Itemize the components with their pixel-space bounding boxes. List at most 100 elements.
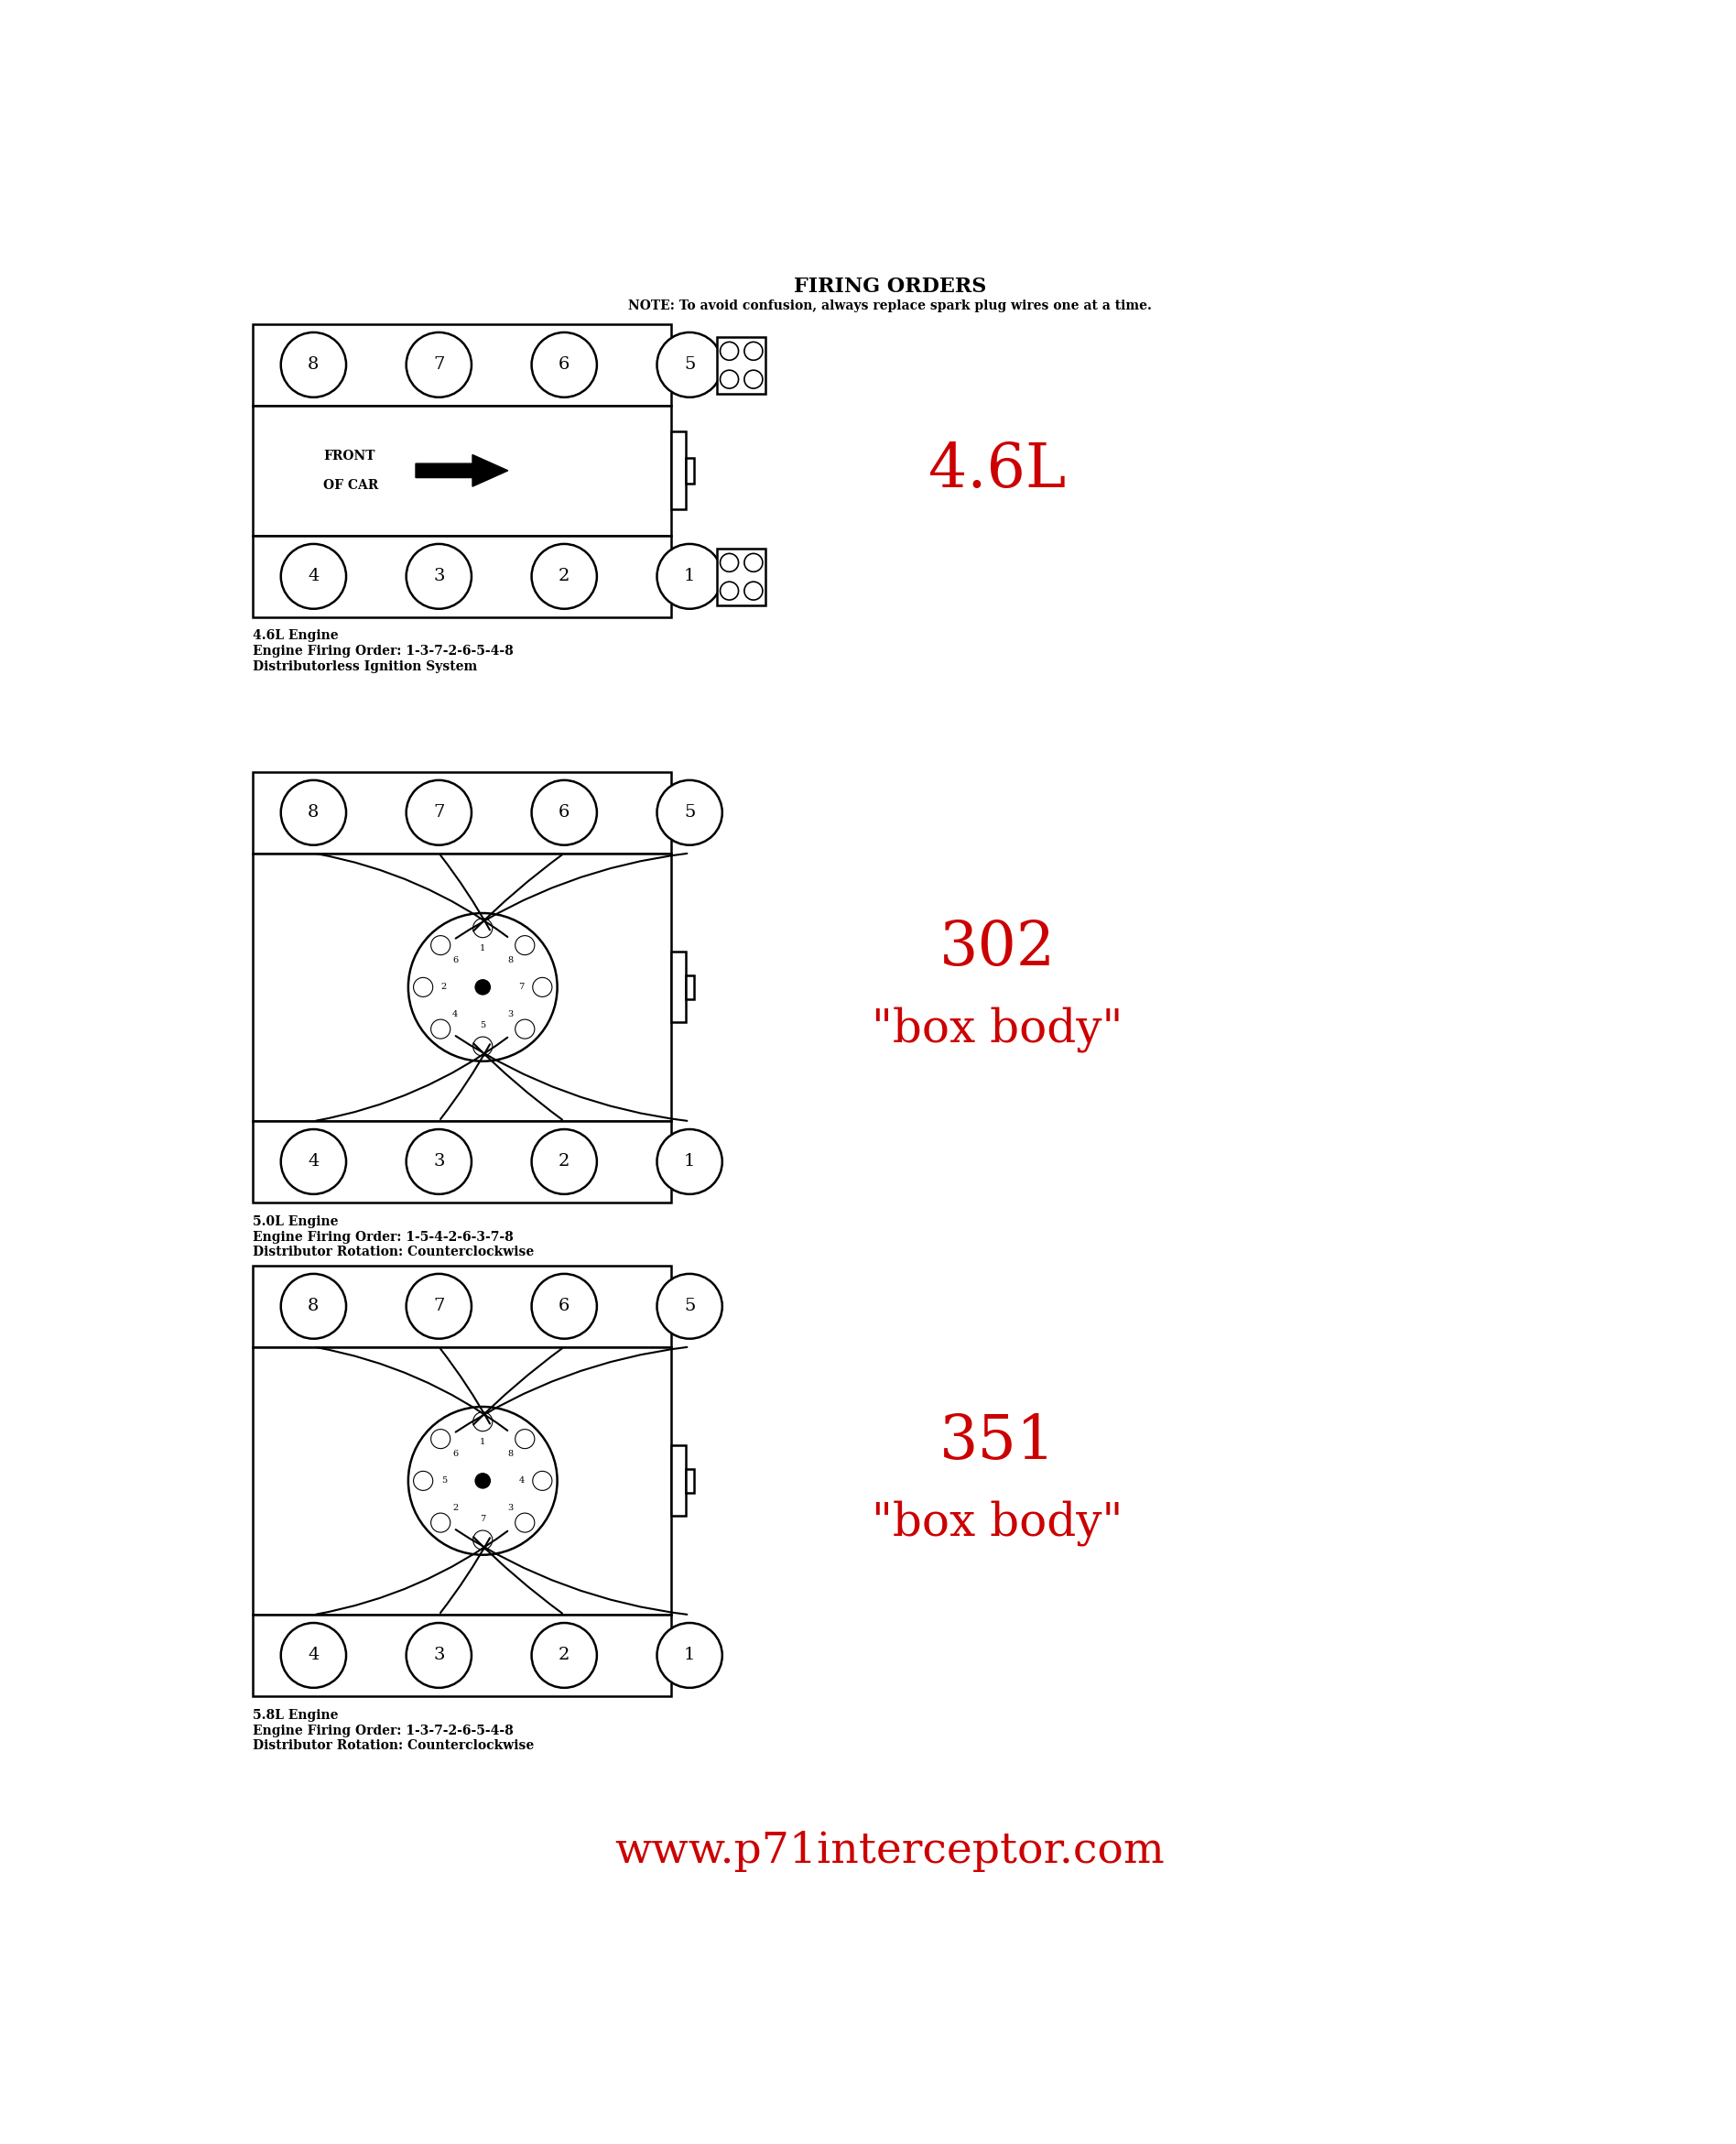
Bar [252, 324, 672, 405]
Text: 3: 3 [507, 1010, 514, 1018]
Text: 351: 351 [939, 1413, 1055, 1473]
Circle shape [745, 371, 762, 388]
Text: 1: 1 [479, 1439, 486, 1447]
Text: 2: 2 [559, 568, 569, 585]
Text: 5.0L Engine: 5.0L Engine [252, 1216, 339, 1229]
Text: 5: 5 [684, 1297, 694, 1314]
Circle shape [281, 332, 345, 397]
Circle shape [408, 1406, 557, 1554]
Circle shape [531, 1130, 597, 1194]
Bar [252, 1265, 672, 1346]
Bar [686, 457, 694, 485]
Circle shape [413, 978, 432, 997]
Text: 5.8L Engine: 5.8L Engine [252, 1709, 339, 1722]
Text: 8: 8 [507, 1449, 512, 1458]
Text: 4: 4 [307, 1153, 319, 1171]
Circle shape [720, 341, 738, 360]
Text: 6: 6 [559, 1297, 569, 1314]
Circle shape [656, 1274, 722, 1338]
Text: Engine Firing Order: 1-3-7-2-6-5-4-8: Engine Firing Order: 1-3-7-2-6-5-4-8 [252, 1724, 514, 1737]
Circle shape [516, 1018, 535, 1038]
Circle shape [533, 978, 552, 997]
Circle shape [472, 1038, 493, 1057]
Bar [252, 1346, 672, 1614]
Circle shape [472, 918, 493, 937]
Text: 4: 4 [519, 1477, 524, 1486]
Text: 3: 3 [434, 1153, 444, 1171]
Text: 7: 7 [434, 1297, 444, 1314]
Text: 2: 2 [453, 1503, 458, 1512]
Text: Distributorless Ignition System: Distributorless Ignition System [252, 660, 477, 673]
FancyArrow shape [415, 455, 509, 487]
Text: 7: 7 [479, 1516, 486, 1524]
Circle shape [531, 332, 597, 397]
Circle shape [281, 1623, 345, 1687]
Bar [672, 1445, 686, 1516]
Circle shape [406, 780, 472, 845]
Text: www.p71interceptor.com: www.p71interceptor.com [615, 1831, 1165, 1872]
Text: 5: 5 [441, 1477, 446, 1486]
Bar [686, 976, 694, 999]
Circle shape [531, 545, 597, 609]
Text: 7: 7 [434, 356, 444, 373]
Text: 1: 1 [479, 946, 486, 952]
Bar [717, 337, 766, 392]
Text: 6: 6 [453, 1449, 458, 1458]
Text: Engine Firing Order: 1-5-4-2-6-3-7-8: Engine Firing Order: 1-5-4-2-6-3-7-8 [252, 1231, 514, 1244]
Text: Distributor Rotation: Counterclockwise: Distributor Rotation: Counterclockwise [252, 1246, 533, 1259]
Text: Engine Firing Order: 1-3-7-2-6-5-4-8: Engine Firing Order: 1-3-7-2-6-5-4-8 [252, 645, 514, 658]
Circle shape [406, 1623, 472, 1687]
Text: 4: 4 [453, 1010, 458, 1018]
Bar [686, 1469, 694, 1492]
Text: 3: 3 [434, 1647, 444, 1664]
Bar [252, 772, 672, 853]
Text: Distributor Rotation: Counterclockwise: Distributor Rotation: Counterclockwise [252, 1739, 533, 1752]
Text: 4.6L Engine: 4.6L Engine [252, 630, 339, 643]
Text: 6: 6 [453, 956, 458, 965]
Text: 6: 6 [559, 804, 569, 821]
Text: 5: 5 [684, 356, 694, 373]
Text: 7: 7 [519, 984, 524, 991]
Text: 3: 3 [507, 1503, 514, 1512]
Circle shape [720, 553, 738, 572]
Text: FIRING ORDERS: FIRING ORDERS [793, 277, 986, 298]
Bar [252, 405, 672, 536]
Circle shape [476, 1473, 490, 1488]
Text: 8: 8 [307, 1297, 319, 1314]
Text: "box body": "box body" [871, 1006, 1123, 1053]
Circle shape [281, 1274, 345, 1338]
Text: 1: 1 [684, 1153, 694, 1171]
Circle shape [413, 1471, 432, 1490]
Circle shape [533, 1471, 552, 1490]
Circle shape [720, 581, 738, 600]
Circle shape [656, 1130, 722, 1194]
Text: 3: 3 [434, 568, 444, 585]
Text: FRONT: FRONT [323, 450, 375, 463]
Circle shape [656, 780, 722, 845]
Circle shape [745, 553, 762, 572]
Circle shape [408, 913, 557, 1061]
Circle shape [281, 1130, 345, 1194]
Circle shape [431, 1018, 450, 1038]
Text: 1: 1 [684, 1647, 694, 1664]
Circle shape [531, 1274, 597, 1338]
Text: 8: 8 [307, 804, 319, 821]
Text: 4: 4 [307, 568, 319, 585]
Circle shape [516, 935, 535, 954]
Circle shape [431, 1514, 450, 1533]
Circle shape [406, 1130, 472, 1194]
Circle shape [720, 371, 738, 388]
Bar [717, 549, 766, 605]
Circle shape [656, 545, 722, 609]
Circle shape [406, 545, 472, 609]
Circle shape [476, 980, 490, 995]
Text: NOTE: To avoid confusion, always replace spark plug wires one at a time.: NOTE: To avoid confusion, always replace… [628, 300, 1151, 313]
Text: 8: 8 [507, 956, 512, 965]
Text: 4.6L: 4.6L [929, 442, 1066, 500]
Text: 302: 302 [939, 918, 1055, 978]
Text: 2: 2 [559, 1647, 569, 1664]
Circle shape [531, 780, 597, 845]
Bar [252, 1121, 672, 1203]
Text: "box body": "box body" [871, 1501, 1123, 1546]
Text: 2: 2 [559, 1153, 569, 1171]
